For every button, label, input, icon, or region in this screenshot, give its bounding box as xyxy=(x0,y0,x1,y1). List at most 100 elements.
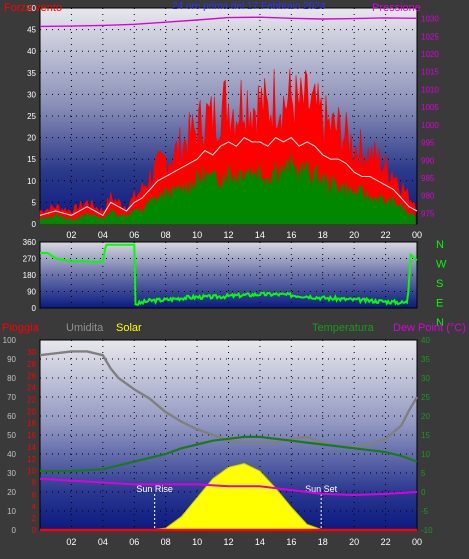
wind-tick-label: 0 xyxy=(32,220,37,229)
rain-tick-label: 20 xyxy=(27,407,36,416)
direction-cardinal-label: E xyxy=(436,298,443,310)
solar-area xyxy=(149,462,323,531)
humidity-tick-label: 80 xyxy=(7,374,16,383)
rain-tick-label: 6 xyxy=(32,490,37,499)
rain-tick-label: 0 xyxy=(32,526,37,535)
humidity-tick-label: 60 xyxy=(7,412,16,421)
humidity-tick-label: 50 xyxy=(7,431,16,440)
pressure-line xyxy=(39,16,418,28)
x-tick-label: 22 xyxy=(381,230,391,240)
humidity-line xyxy=(39,350,419,448)
rain-axis-title: Pioggia xyxy=(2,322,40,334)
x-tick-label: 16 xyxy=(286,537,296,547)
humidity-tick-label: 90 xyxy=(7,355,16,364)
pressure-tick-label: 1030 xyxy=(421,15,439,24)
humidity-tick-label: 40 xyxy=(7,450,16,459)
rain-tick-label: 26 xyxy=(27,372,36,381)
temperature-axis-title: Temperatura xyxy=(312,322,375,334)
temperature-tick-label: 40 xyxy=(421,336,430,345)
pressure-tick-label: 1005 xyxy=(421,103,439,112)
direction-tick-label: 270 xyxy=(23,255,37,264)
rain-tick-label: 30 xyxy=(27,348,36,357)
pressure-axis-title: Pressione xyxy=(372,2,421,14)
wind-tick-label: 50 xyxy=(27,4,36,13)
wind-tick-label: 5 xyxy=(32,198,37,207)
direction-tick-label: 360 xyxy=(23,238,37,247)
rain-tick-label: 22 xyxy=(27,395,36,404)
wind-direction-line xyxy=(40,243,418,306)
dewpoint-axis-title: Dew Point (°C) xyxy=(393,322,466,334)
x-tick-label: 14 xyxy=(255,537,265,547)
temperature-tick-label: 15 xyxy=(421,431,430,440)
x-tick-label: 00 xyxy=(412,230,422,240)
x-tick-label: 06 xyxy=(129,537,139,547)
solar-axis-title: Solar xyxy=(116,322,142,334)
direction-tick-label: 90 xyxy=(27,288,36,297)
temperature-tick-label: -5 xyxy=(421,507,429,516)
climate-series: Sun Rise Sun Set xyxy=(39,350,419,532)
rain-tick-label: 18 xyxy=(27,419,36,428)
direction-cardinal-label: W xyxy=(436,259,447,271)
temperature-tick-label: -10 xyxy=(421,526,433,535)
wind-tick-label: 20 xyxy=(27,134,36,143)
rain-tick-label: 8 xyxy=(32,479,37,488)
wind-average-area xyxy=(39,153,416,225)
x-tick-label: 00 xyxy=(412,537,422,547)
wind-series xyxy=(39,16,418,225)
temperature-tick-label: 5 xyxy=(421,469,426,478)
direction-cardinal-label: S xyxy=(436,278,443,290)
temperature-line xyxy=(40,435,418,473)
wind-tick-label: 30 xyxy=(27,90,36,99)
rain-tick-label: 2 xyxy=(32,514,37,523)
rain-tick-label: 10 xyxy=(27,467,36,476)
rain-tick-label: 28 xyxy=(27,360,36,369)
pressure-tick-label: 1015 xyxy=(421,68,439,77)
rain-tick-label: 14 xyxy=(27,443,36,452)
direction-tick-label: 0 xyxy=(32,304,37,313)
direction-cardinal-label: N xyxy=(436,239,444,251)
pressure-tick-label: 1020 xyxy=(421,50,439,59)
humidity-tick-label: 0 xyxy=(12,526,17,535)
pressure-tick-label: 1010 xyxy=(421,85,439,94)
humidity-tick-label: 30 xyxy=(7,469,16,478)
wind-tick-label: 45 xyxy=(27,26,36,35)
temperature-tick-label: 30 xyxy=(421,374,430,383)
x-tick-label: 10 xyxy=(192,537,202,547)
temperature-tick-label: 35 xyxy=(421,355,430,364)
rain-tick-label: 4 xyxy=(32,502,37,511)
temperature-tick-label: 10 xyxy=(421,450,430,459)
direction-tick-label: 180 xyxy=(23,271,37,280)
wind-axis-title: Forza vento xyxy=(4,2,62,14)
x-tick-label: 18 xyxy=(318,537,328,547)
x-tick-label: 06 xyxy=(129,230,139,240)
dewpoint-line xyxy=(39,477,418,497)
x-tick-label: 02 xyxy=(66,537,76,547)
sun-event-label: Sun Rise xyxy=(136,484,173,494)
rain-tick-label: 12 xyxy=(27,455,36,464)
temperature-tick-label: 25 xyxy=(421,393,430,402)
x-tick-label: 04 xyxy=(98,230,108,240)
sun-event-label: Sun Set xyxy=(305,484,338,494)
temperature-tick-label: 20 xyxy=(421,412,430,421)
x-tick-label: 18 xyxy=(318,230,328,240)
humidity-tick-label: 70 xyxy=(7,393,16,402)
humidity-axis-title: Umidita xyxy=(66,322,104,334)
temperature-tick-label: 0 xyxy=(421,488,426,497)
humidity-tick-label: 10 xyxy=(7,507,16,516)
pressure-tick-label: 1000 xyxy=(421,121,439,130)
wind-tick-label: 10 xyxy=(27,177,36,186)
wind-tick-label: 15 xyxy=(27,155,36,164)
x-tick-label: 14 xyxy=(255,230,265,240)
x-tick-label: 02 xyxy=(66,230,76,240)
rain-tick-label: 16 xyxy=(27,431,36,440)
wind-tick-label: 40 xyxy=(27,47,36,56)
direction-series xyxy=(40,243,418,306)
wind-tick-label: 35 xyxy=(27,69,36,78)
x-tick-label: 20 xyxy=(349,537,359,547)
x-tick-label: 16 xyxy=(286,230,296,240)
pressure-tick-label: 990 xyxy=(421,156,435,165)
pressure-tick-label: 995 xyxy=(421,139,435,148)
humidity-tick-label: 20 xyxy=(7,488,16,497)
chart-title: 24 ore prima del 17 Febbraio 2024 xyxy=(172,1,326,12)
